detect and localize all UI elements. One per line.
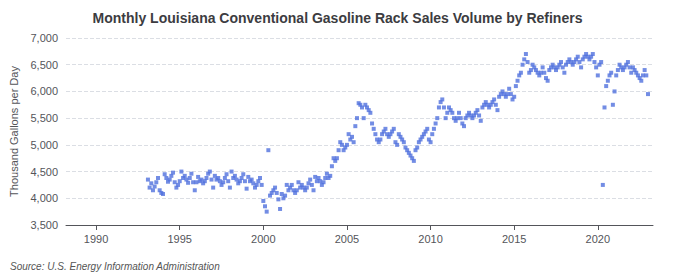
svg-text:5,500: 5,500 [30,112,58,124]
svg-text:1995: 1995 [167,233,191,245]
svg-text:2020: 2020 [586,233,610,245]
svg-text:5,000: 5,000 [30,139,58,151]
svg-text:Thousand Gallons per Day: Thousand Gallons per Day [8,66,20,197]
svg-text:2015: 2015 [502,233,526,245]
svg-text:1990: 1990 [84,233,108,245]
svg-text:6,000: 6,000 [30,85,58,97]
svg-text:4,500: 4,500 [30,166,58,178]
svg-text:6,500: 6,500 [30,59,58,71]
svg-text:7,000: 7,000 [30,32,58,44]
svg-text:Monthly Louisiana Conventional: Monthly Louisiana Conventional Gasoline … [93,10,583,26]
svg-text:2000: 2000 [251,233,275,245]
svg-text:Source: U.S. Energy Informatio: Source: U.S. Energy Information Administ… [10,261,220,272]
svg-text:2005: 2005 [335,233,359,245]
svg-text:2010: 2010 [418,233,442,245]
svg-text:4,000: 4,000 [30,192,58,204]
svg-text:3,500: 3,500 [30,219,58,231]
